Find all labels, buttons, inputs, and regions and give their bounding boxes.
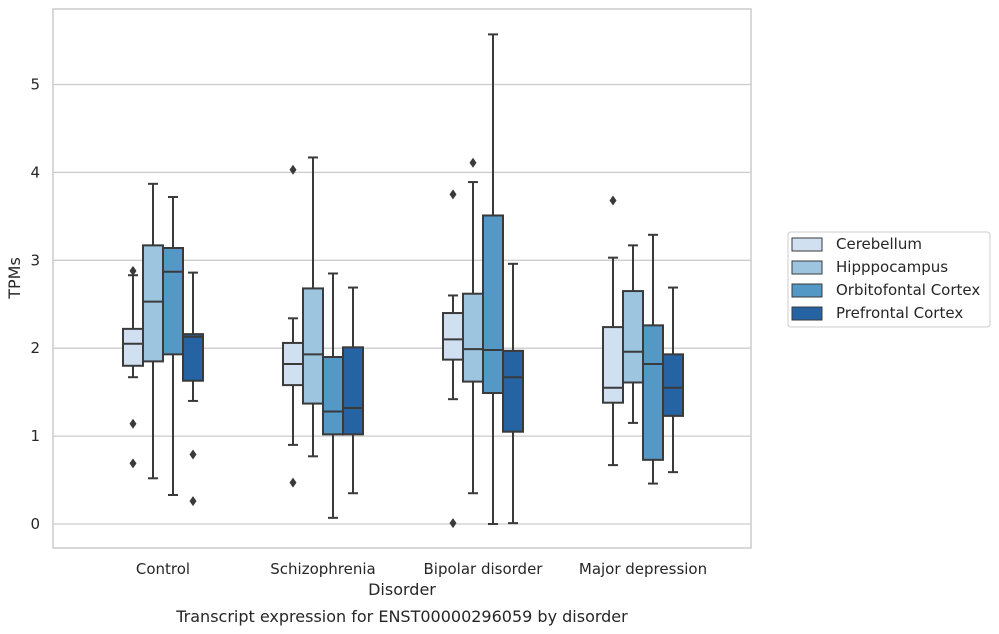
legend-label: Prefrontal Cortex	[836, 304, 963, 322]
boxes	[122, 33, 684, 529]
y-tick-label: 5	[30, 76, 40, 94]
box-iqr	[622, 290, 644, 384]
legend: Cerebellum Hipppocampus Orbitofontal Corte…	[787, 231, 991, 328]
legend-swatch	[791, 306, 823, 321]
box-iqr	[462, 292, 484, 383]
y-tick-label: 4	[30, 163, 40, 181]
outlier-marker	[129, 265, 137, 276]
box-iqr	[302, 287, 324, 405]
box-iqr	[502, 349, 524, 433]
y-tick-label: 0	[30, 515, 40, 533]
y-axis-label: TPMs	[5, 257, 24, 300]
outlier-marker	[289, 164, 297, 175]
box-iqr	[602, 326, 624, 404]
outlier-marker	[469, 157, 477, 168]
y-ticks: 0 1 2 3 4 5	[30, 76, 40, 534]
legend-swatch	[791, 283, 823, 298]
box-iqr	[162, 246, 184, 356]
outlier-marker	[449, 518, 457, 529]
x-tick-label: Control	[136, 560, 190, 578]
box-3-2	[502, 262, 524, 525]
outlier-marker	[289, 477, 297, 488]
y-tick-label: 2	[30, 339, 40, 357]
box-3-1	[342, 286, 364, 495]
box-iqr	[342, 346, 364, 436]
y-tick-label: 1	[30, 427, 40, 445]
outlier-marker	[189, 449, 197, 460]
box-iqr	[182, 333, 204, 382]
chart-caption: Transcript expression for ENST0000029605…	[175, 607, 628, 626]
box-iqr	[122, 327, 144, 367]
x-ticks: Control Schizophrenia Bipolar disorder Majo…	[136, 560, 707, 578]
y-tick-label: 3	[30, 251, 40, 269]
legend-swatch	[791, 237, 823, 252]
box-2-1	[322, 272, 344, 519]
box-iqr	[642, 324, 664, 461]
box-iqr	[482, 214, 504, 395]
box-iqr	[442, 312, 464, 361]
box-iqr	[142, 244, 164, 363]
box-2-0	[162, 196, 184, 496]
x-tick-label: Major depression	[579, 560, 707, 578]
x-tick-label: Schizophrenia	[270, 560, 375, 578]
outlier-marker	[609, 195, 617, 206]
box-iqr	[662, 353, 684, 417]
legend-label: Orbitofontal Cortex	[836, 281, 980, 299]
legend-swatch	[791, 260, 823, 275]
box-3-3	[662, 286, 684, 474]
outlier-marker	[449, 189, 457, 200]
outlier-marker	[189, 496, 197, 507]
outlier-marker	[129, 458, 137, 469]
legend-label: Cerebellum	[836, 235, 922, 253]
box-iqr	[322, 355, 344, 436]
x-tick-label: Bipolar disorder	[424, 560, 544, 578]
box-2-2	[482, 33, 504, 525]
box-3-0	[182, 271, 204, 507]
box-1-1	[302, 156, 324, 458]
outlier-marker	[129, 418, 137, 429]
x-axis-label: Disorder	[368, 580, 436, 599]
legend-label: Hipppocampus	[836, 258, 948, 276]
legend-frame	[787, 231, 991, 328]
